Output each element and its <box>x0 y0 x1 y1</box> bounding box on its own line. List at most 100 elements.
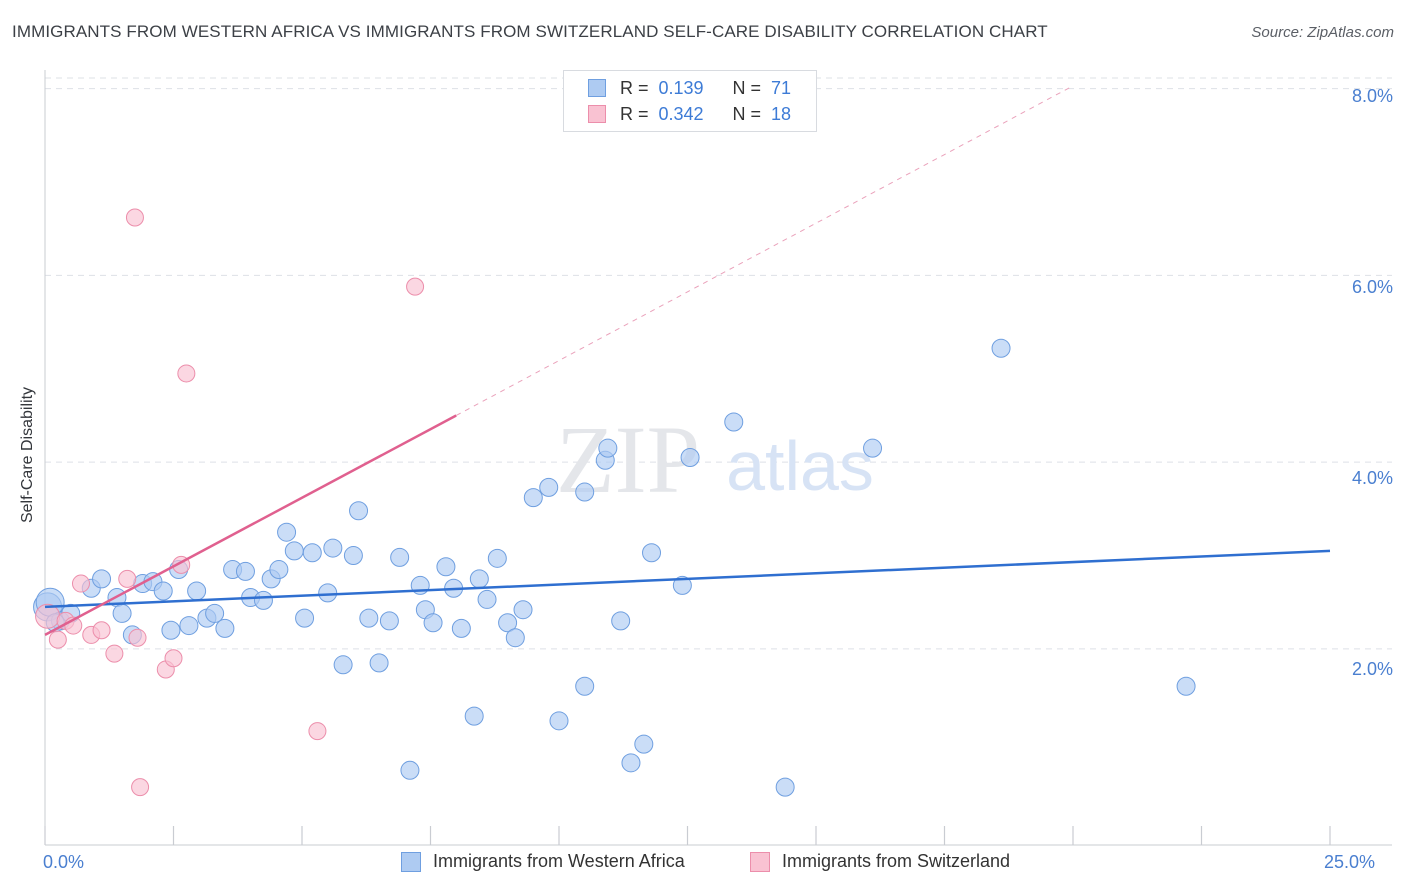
point-western-africa <box>277 522 297 542</box>
point-western-africa <box>269 560 289 580</box>
point-western-africa <box>575 676 595 696</box>
x-tick-label-min: 0.0% <box>43 852 85 872</box>
point-western-africa <box>523 488 543 508</box>
n-value: 18 <box>771 103 792 124</box>
point-western-africa <box>379 611 399 631</box>
point-western-africa <box>235 561 255 581</box>
point-western-africa <box>621 753 641 773</box>
point-switzerland <box>48 630 67 649</box>
stats-legend: R = 0.139 N = 71 R = 0.342 N = 18 <box>563 70 817 132</box>
point-western-africa <box>153 581 173 601</box>
point-western-africa <box>575 482 595 502</box>
trend-lines <box>44 85 1331 637</box>
point-western-africa <box>680 448 700 467</box>
point-western-africa <box>1176 676 1196 696</box>
point-western-africa <box>161 620 181 640</box>
x-tick-label-max: 25.0% <box>1324 852 1376 872</box>
n-label: N = <box>732 77 762 98</box>
trend-line-western-africa <box>44 549 1331 609</box>
r-label: R = <box>620 77 649 98</box>
point-western-africa <box>343 546 363 566</box>
point-western-africa <box>302 543 322 563</box>
point-western-africa <box>112 603 132 623</box>
point-western-africa <box>451 618 471 638</box>
legend-item-western-africa[interactable]: Immigrants from Western Africa <box>401 851 685 872</box>
point-western-africa <box>284 541 304 561</box>
point-western-africa <box>187 581 207 601</box>
chart-title: IMMIGRANTS FROM WESTERN AFRICA VS IMMIGR… <box>12 22 1048 41</box>
point-western-africa <box>477 589 497 609</box>
point-switzerland <box>406 277 425 296</box>
point-western-africa <box>642 543 662 563</box>
blue-swatch <box>588 79 606 97</box>
point-western-africa <box>92 569 112 589</box>
r-label: R = <box>620 103 649 124</box>
stats-row-switzerland: R = 0.342 N = 18 <box>588 102 791 126</box>
pink-swatch <box>588 105 606 123</box>
point-western-africa <box>724 412 744 432</box>
y-tick-label-6: 6.0% <box>1351 277 1393 297</box>
watermark-atlas: atlas <box>726 427 874 505</box>
blue-swatch <box>401 851 421 872</box>
point-western-africa <box>436 557 456 577</box>
point-switzerland <box>92 621 111 640</box>
point-western-africa <box>991 338 1011 358</box>
point-western-africa <box>863 438 883 458</box>
point-western-africa <box>369 653 389 673</box>
point-western-africa <box>634 734 654 754</box>
trend-line-switzerland <box>44 414 457 637</box>
n-label: N = <box>732 103 762 124</box>
point-western-africa <box>205 603 225 623</box>
n-value: 71 <box>771 77 792 98</box>
point-western-africa <box>295 608 315 628</box>
r-value: 0.342 <box>658 103 704 124</box>
legend-label: Immigrants from Switzerland <box>782 851 1011 871</box>
pink-swatch <box>750 851 770 872</box>
point-western-africa <box>318 583 338 603</box>
stats-row-western-africa: R = 0.139 N = 71 <box>588 76 791 100</box>
legend-label: Immigrants from Western Africa <box>433 851 685 871</box>
point-western-africa <box>390 547 410 567</box>
r-value: 0.139 <box>658 77 704 98</box>
point-western-africa <box>487 548 507 568</box>
point-western-africa <box>598 438 618 458</box>
point-western-africa <box>215 618 235 638</box>
point-western-africa <box>323 538 343 558</box>
point-switzerland <box>118 569 137 588</box>
point-western-africa <box>469 569 489 589</box>
point-western-africa <box>549 711 569 731</box>
point-western-africa <box>423 613 443 633</box>
point-switzerland <box>125 208 144 227</box>
point-switzerland <box>308 722 327 741</box>
point-western-africa <box>611 611 631 631</box>
point-western-africa <box>672 575 692 595</box>
source-prefix: Source: <box>1251 24 1308 41</box>
point-western-africa <box>349 501 369 521</box>
y-tick-label-4: 4.0% <box>1351 468 1393 488</box>
point-switzerland <box>131 778 150 797</box>
data-points <box>33 208 1196 797</box>
point-western-africa <box>253 590 273 610</box>
y-axis-label: Self-Care Disability <box>19 386 36 524</box>
point-western-africa <box>400 760 420 780</box>
point-switzerland <box>128 628 147 647</box>
trend-line-switzerland-extension <box>455 85 1074 416</box>
y-tick-label-2: 2.0% <box>1351 659 1393 679</box>
point-western-africa <box>539 477 559 497</box>
point-switzerland <box>71 574 90 593</box>
point-switzerland <box>105 644 124 663</box>
y-tick-label-8: 8.0% <box>1351 86 1393 106</box>
point-western-africa <box>505 628 525 648</box>
source-credit: Source: ZipAtlas.com <box>1251 24 1394 41</box>
point-western-africa <box>333 655 353 675</box>
point-western-africa <box>359 608 379 628</box>
legend-item-switzerland[interactable]: Immigrants from Switzerland <box>750 851 1010 872</box>
point-western-africa <box>498 613 518 633</box>
point-western-africa <box>775 777 795 797</box>
point-western-africa <box>179 616 199 636</box>
point-western-africa <box>513 600 533 620</box>
point-western-africa <box>464 706 484 726</box>
source-link[interactable]: ZipAtlas.com <box>1307 24 1394 41</box>
point-switzerland <box>177 364 196 383</box>
